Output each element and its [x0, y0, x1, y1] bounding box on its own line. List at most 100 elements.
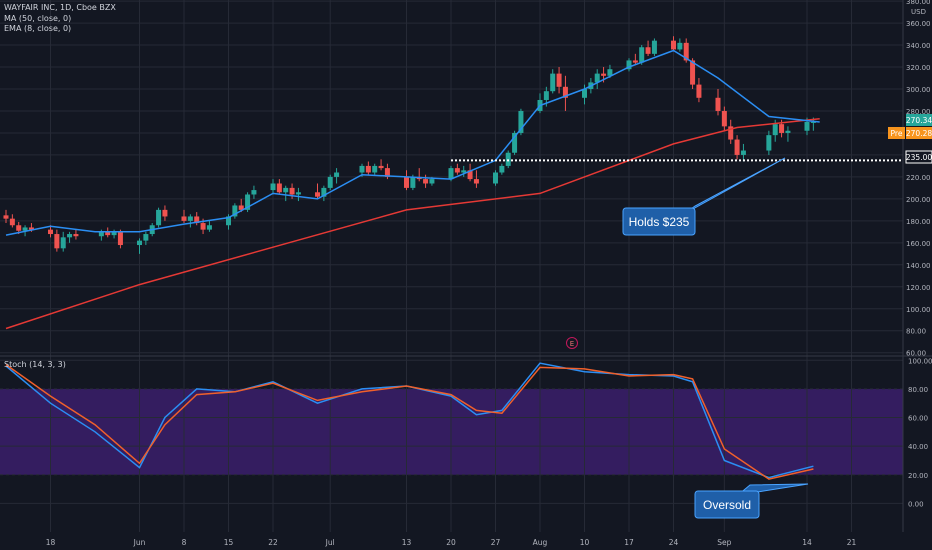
- candle-body: [467, 170, 473, 180]
- time-tick-label: 27: [491, 538, 501, 547]
- candle-body: [562, 86, 568, 98]
- ema-8-line: [5, 49, 820, 236]
- candle-body: [378, 165, 384, 169]
- price-tick-label: 300.00: [906, 86, 931, 94]
- candle-body: [505, 152, 511, 166]
- candle-body: [804, 121, 810, 131]
- candle-body: [550, 73, 556, 92]
- candle-body: [327, 176, 333, 188]
- candle-body: [73, 234, 79, 237]
- candle-body: [143, 234, 149, 241]
- candle-body: [334, 172, 340, 177]
- time-tick-label: 21: [847, 538, 857, 547]
- candle-body: [410, 176, 416, 188]
- price-tick-label: 140.00: [906, 262, 931, 270]
- pre-label-badge: [888, 127, 905, 139]
- candle-body: [607, 69, 613, 76]
- price-tick-label: 80.00: [906, 328, 926, 336]
- price-tick-label: 280.00: [906, 108, 931, 116]
- candle-body: [772, 124, 778, 136]
- candle-body: [632, 60, 638, 63]
- candle-body: [270, 183, 276, 191]
- pre-label-text: Pre: [891, 129, 903, 138]
- time-tick-label: Jul: [325, 538, 335, 547]
- price-tick-label: 220.00: [906, 174, 931, 182]
- candle-body: [429, 179, 435, 184]
- candle-body: [98, 231, 104, 237]
- time-axis: 18 Jun 8 15 22 Jul 13 20 27 Aug 10 17 24 Sep 14 21: [46, 538, 857, 547]
- stoch-tick-label: 100.00: [908, 357, 932, 365]
- candle-body: [518, 110, 524, 133]
- stoch-tick-label: 60.00: [908, 415, 928, 423]
- candle-body: [226, 216, 231, 226]
- last-price-badge: [906, 114, 932, 126]
- time-tick-label: 20: [446, 538, 456, 547]
- time-tick-label: Aug: [533, 538, 548, 547]
- last-price-text: 270.34: [906, 116, 932, 125]
- pre-price-badge: [906, 127, 932, 139]
- main-legend: WAYFAIR INC, 1D, Cboe BZX MA (50, close,…: [4, 3, 116, 35]
- candle-body: [740, 150, 746, 155]
- candle-body: [543, 91, 549, 100]
- candle-body: [117, 231, 123, 246]
- time-tick-label: 17: [624, 538, 634, 547]
- symbol-title[interactable]: WAYFAIR INC, 1D, Cboe BZX: [4, 3, 116, 12]
- stoch-title[interactable]: Stoch (14, 3, 3): [4, 360, 66, 369]
- candle-body: [372, 165, 378, 173]
- level-text: 235.00: [906, 153, 932, 162]
- candle-body: [715, 97, 721, 111]
- candle-body: [493, 172, 498, 184]
- candle-body: [54, 234, 60, 249]
- time-tick-label: Jun: [133, 538, 146, 547]
- candle-body: [245, 194, 251, 210]
- earnings-marker-label: E: [570, 340, 574, 348]
- earnings-marker[interactable]: [566, 337, 578, 349]
- time-tick-label: 8: [182, 538, 187, 547]
- candle-body: [582, 89, 587, 98]
- candle-body: [105, 231, 111, 236]
- candle-body: [3, 215, 9, 219]
- candle-body: [626, 60, 632, 70]
- candle-body: [639, 47, 645, 63]
- stoch-d-line: [5, 363, 814, 480]
- candle-body: [283, 187, 289, 193]
- candle-body: [448, 168, 454, 180]
- price-tick-label: 200.00: [906, 196, 931, 204]
- candle-body: [423, 179, 429, 184]
- candle-body: [473, 179, 479, 184]
- candle-body: [651, 40, 657, 54]
- time-tick-label: Sep: [717, 538, 731, 547]
- support-callout-box[interactable]: [622, 207, 696, 236]
- candle-body: [137, 240, 142, 246]
- candle-body: [365, 165, 371, 173]
- candle-body: [232, 205, 238, 217]
- price-tick-label: 380.00: [906, 0, 931, 6]
- stoch-legend: Stoch (14, 3, 3): [4, 360, 66, 371]
- ma-legend[interactable]: MA (50, close, 0): [4, 13, 72, 23]
- time-tick-label: 10: [580, 538, 590, 547]
- candle-body: [289, 187, 295, 195]
- candle-body: [384, 168, 390, 177]
- candle-body: [251, 190, 257, 195]
- candle-body: [454, 168, 460, 173]
- candle-body: [200, 223, 206, 230]
- candle-body: [690, 60, 696, 85]
- time-tick-label: 15: [224, 538, 234, 547]
- level-badge: [905, 150, 932, 164]
- candle-body: [16, 225, 22, 231]
- time-tick-label: 14: [802, 538, 812, 547]
- candle-body: [601, 73, 607, 76]
- oversold-callout-box[interactable]: [694, 490, 760, 519]
- price-tick-label: 320.00: [906, 64, 931, 72]
- candle-body: [499, 165, 505, 173]
- candle-body: [594, 73, 600, 83]
- candle-body: [48, 229, 53, 235]
- candle-body: [156, 209, 162, 226]
- candle-body: [238, 205, 244, 210]
- candle-body: [194, 216, 200, 224]
- candle-body: [683, 42, 689, 61]
- candle-body: [28, 227, 34, 230]
- ema-legend[interactable]: EMA (8, close, 0): [4, 24, 72, 33]
- candle-body: [728, 126, 734, 140]
